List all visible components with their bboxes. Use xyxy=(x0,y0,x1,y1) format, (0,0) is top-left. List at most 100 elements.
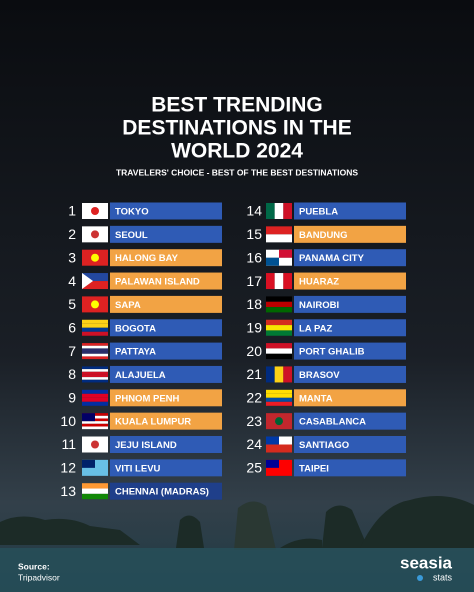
flag-stripe xyxy=(82,356,108,360)
flag xyxy=(266,459,292,476)
name-bar xyxy=(110,319,222,337)
destination-name: BOGOTA xyxy=(115,323,156,334)
flag xyxy=(266,319,292,336)
flag-stripe xyxy=(274,366,284,383)
destination-name: PALAWAN ISLAND xyxy=(115,277,200,288)
rank-number: 5 xyxy=(68,296,76,312)
name-bar xyxy=(294,272,406,290)
name-bar xyxy=(294,295,406,313)
destination-name: PORT GHALIB xyxy=(299,347,365,358)
flag-stripe xyxy=(266,353,292,360)
flag xyxy=(266,413,292,430)
sea xyxy=(0,548,474,592)
rank-number: 18 xyxy=(246,296,262,312)
rank-number: 15 xyxy=(246,226,262,242)
flag-stripe xyxy=(82,281,108,290)
flag-stripe xyxy=(82,323,108,328)
rank-number: 8 xyxy=(68,366,76,382)
flag-stripe xyxy=(82,483,108,489)
destination-name: SEOUL xyxy=(115,230,148,241)
rank-number: 1 xyxy=(68,203,76,219)
flag-part xyxy=(91,300,99,309)
name-bar xyxy=(110,482,222,500)
flag-stripe xyxy=(82,348,108,352)
flag-stripe xyxy=(82,488,108,494)
rank-number: 22 xyxy=(246,390,262,406)
destination-name: PANAMA CITY xyxy=(299,253,365,264)
rank-number: 21 xyxy=(246,366,262,382)
name-bar xyxy=(110,342,222,360)
name-bar xyxy=(110,202,222,220)
flag-stripe xyxy=(82,397,108,402)
flag xyxy=(82,319,108,336)
flag xyxy=(82,203,108,219)
flag-stripe xyxy=(266,226,292,235)
rank-number: 13 xyxy=(60,483,76,499)
destination-name: SAPA xyxy=(115,300,141,311)
destination-name: CASABLANCA xyxy=(299,417,366,428)
source-name: Tripadvisor xyxy=(18,572,60,582)
destination-name: TOKYO xyxy=(115,207,149,218)
flag-stripe xyxy=(82,345,108,349)
flag-part xyxy=(91,207,99,215)
flag-stripe xyxy=(283,203,292,219)
rank-number: 6 xyxy=(68,319,76,335)
flag xyxy=(82,273,108,290)
source-label: Source: xyxy=(18,561,50,571)
destination-name: MANTA xyxy=(299,393,333,404)
name-bar xyxy=(110,225,222,243)
flag-stripe xyxy=(82,353,108,357)
flag xyxy=(82,343,108,360)
rank-number: 17 xyxy=(246,273,262,289)
flag-stripe xyxy=(266,401,292,406)
flag xyxy=(266,389,292,406)
flag xyxy=(82,389,108,406)
name-bar xyxy=(110,295,222,313)
name-bar xyxy=(294,436,406,453)
rank-number: 23 xyxy=(246,413,262,429)
rank-number: 10 xyxy=(60,413,76,429)
subtitle: TRAVELERS' CHOICE - BEST OF THE BEST DES… xyxy=(116,167,358,177)
flag-stripe xyxy=(266,366,275,383)
flag-stripe xyxy=(82,273,108,282)
flag-part xyxy=(91,253,99,262)
name-bar xyxy=(110,389,222,407)
name-bar xyxy=(294,412,406,430)
name-bar xyxy=(294,249,406,267)
flag xyxy=(266,226,292,243)
flag-stripe xyxy=(82,351,108,354)
flag-stripe xyxy=(82,426,108,430)
flag-part xyxy=(82,413,95,422)
destination-name: CHENNAI (MADRAS) xyxy=(115,487,209,498)
flag-stripe xyxy=(266,397,292,402)
rank-number: 12 xyxy=(60,460,76,476)
flag-stripe xyxy=(82,379,108,383)
flag-stripe xyxy=(82,343,108,346)
rank-number: 11 xyxy=(61,436,76,452)
destination-name: BANDUNG xyxy=(299,230,348,241)
destination-name: TAIPEI xyxy=(299,463,329,474)
destination-name: LA PAZ xyxy=(299,323,332,334)
destination-name: BRASOV xyxy=(299,370,340,381)
flag-stripe xyxy=(266,296,292,302)
name-bar xyxy=(110,272,222,290)
flag xyxy=(82,249,108,266)
flag xyxy=(82,366,108,383)
name-bar xyxy=(110,436,222,453)
rank-number: 7 xyxy=(68,343,76,359)
name-bar xyxy=(110,412,222,430)
flag xyxy=(266,296,292,313)
flag-stripe xyxy=(82,401,108,406)
islands xyxy=(0,496,474,550)
logo-dot xyxy=(417,575,423,581)
flag-stripe xyxy=(274,203,284,219)
destination-name: KUALA LUMPUR xyxy=(115,417,191,428)
flag-part xyxy=(91,440,99,449)
destination-name: HUARAZ xyxy=(299,277,339,288)
flag-stripe xyxy=(82,423,108,427)
rank-number: 14 xyxy=(246,203,262,219)
flag xyxy=(82,459,108,476)
flag-part xyxy=(91,230,99,239)
destination-name: SANTIAGO xyxy=(299,440,349,451)
